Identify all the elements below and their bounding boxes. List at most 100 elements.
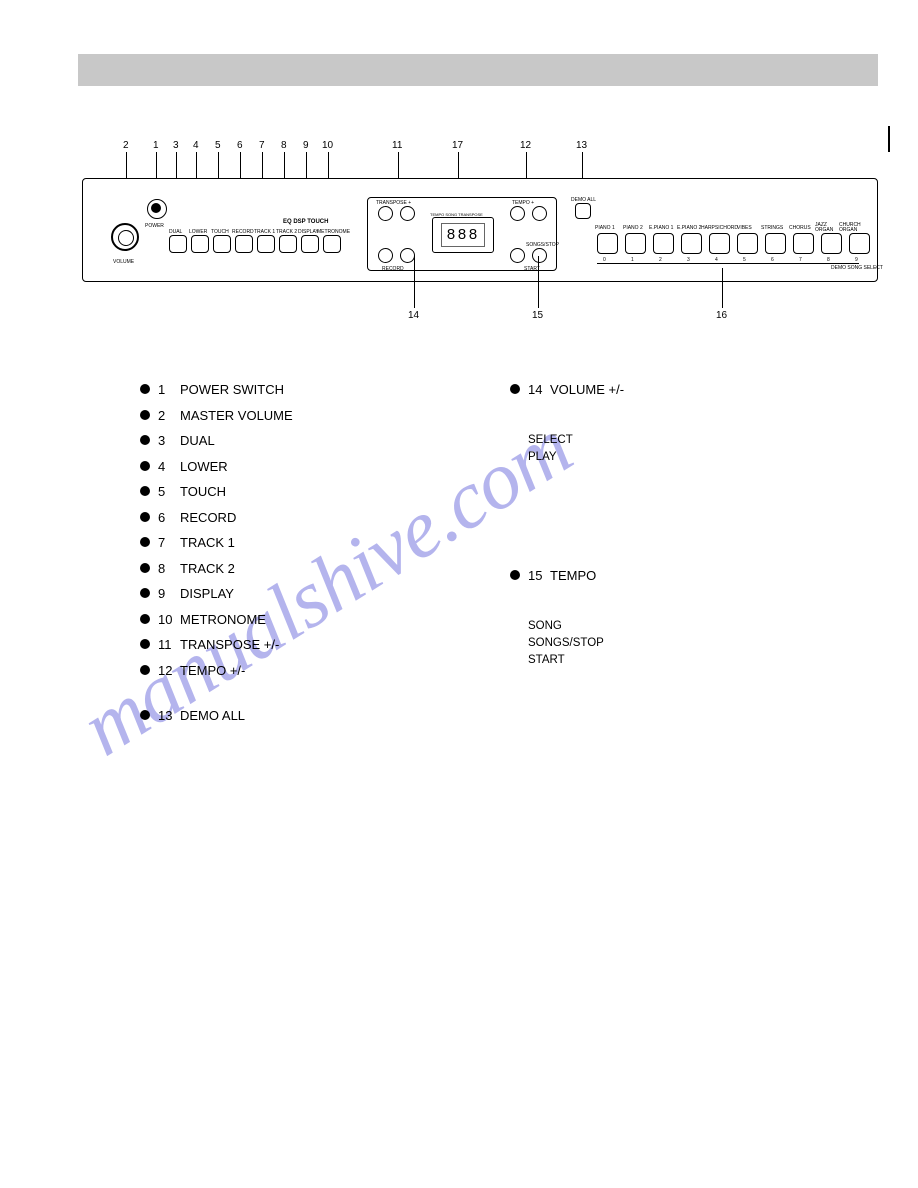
voice-2 (625, 233, 646, 254)
bullet-icon (510, 570, 520, 580)
vn5: 5 (743, 257, 746, 263)
btn-dual (169, 235, 187, 253)
transpose-dn (378, 248, 393, 263)
lbl-record: RECORD (232, 229, 254, 235)
item-5: 5TOUCH (140, 482, 420, 502)
header-bar (78, 54, 878, 86)
bullet-icon (510, 384, 520, 394)
bullet-icon (140, 486, 150, 496)
songs-stop (532, 248, 547, 263)
lcd: 888 (432, 217, 494, 253)
leader-14: 14 (408, 310, 419, 321)
bullet-icon (140, 512, 150, 522)
vn1: 1 (631, 257, 634, 263)
vn7: 7 (799, 257, 802, 263)
item-15: 15TEMPO SONGSONGS/STOPSTART (510, 566, 790, 669)
vlbl-3: E.PIANO 1 (649, 225, 673, 231)
leader-15: 15 (532, 310, 543, 321)
vlbl-1: PIANO 1 (595, 225, 615, 231)
bullet-icon (140, 639, 150, 649)
bullet-icon (140, 537, 150, 547)
lbl-transpose: TRANSPOSE + (376, 200, 411, 206)
lbl-lower: LOWER (189, 229, 207, 235)
item-13: 13DEMO ALL (140, 706, 420, 726)
vn3: 3 (687, 257, 690, 263)
lcd-digits: 888 (441, 223, 485, 247)
panel-outline: VOLUME POWER EQ DSP TOUCH DUAL LOWER TOU… (82, 178, 878, 282)
vol-dn (400, 248, 415, 263)
vn8: 8 (827, 257, 830, 263)
vn4: 4 (715, 257, 718, 263)
lbl-track1: TRACK 1 (254, 229, 275, 235)
voice-10 (849, 233, 870, 254)
btn-track2 (279, 235, 297, 253)
volume-knob (111, 223, 139, 251)
item-12: 12TEMPO +/- (140, 661, 420, 681)
tempo-up (510, 206, 525, 221)
bullet-icon (140, 461, 150, 471)
volume-label: VOLUME (113, 259, 134, 265)
power-button (147, 199, 167, 219)
voice-6 (737, 233, 758, 254)
vlbl-4: E.PIANO 2 (677, 225, 701, 231)
bullet-icon (140, 410, 150, 420)
lbl-mid-rec: RECORD (382, 266, 404, 272)
bullet-icon (140, 614, 150, 624)
vn0: 0 (603, 257, 606, 263)
voice-9 (821, 233, 842, 254)
item-2: 2MASTER VOLUME (140, 406, 420, 426)
item-14: 14VOLUME +/- SELECTPLAY (510, 380, 790, 466)
legend-left: 1POWER SWITCH 2MASTER VOLUME 3DUAL 4LOWE… (140, 380, 420, 732)
lbl-metronome: METRONOME (317, 229, 350, 235)
vol-up (400, 206, 415, 221)
voice-7 (765, 233, 786, 254)
power-label: POWER (145, 223, 164, 229)
item-3: 3DUAL (140, 431, 420, 451)
panel-diagram: 2 1 3 4 5 6 7 8 9 10 11 17 12 13 VOLUME … (82, 140, 878, 330)
lbl-display: DISPLAY (298, 229, 319, 235)
voice-sub-label: DEMO SONG SELECT (831, 265, 883, 271)
vlbl-2: PIANO 2 (623, 225, 643, 231)
voice-1 (597, 233, 618, 254)
tempo-dn (510, 248, 525, 263)
item-10: 10METRONOME (140, 610, 420, 630)
sub-14: SELECTPLAY (528, 432, 790, 467)
item-11: 11TRANSPOSE +/- (140, 635, 420, 655)
voice-4 (681, 233, 702, 254)
vlbl-6: VIBES (737, 225, 752, 231)
btn-track1 (257, 235, 275, 253)
voice-3 (653, 233, 674, 254)
item-4: 4LOWER (140, 457, 420, 477)
lbl-track2: TRACK 2 (276, 229, 297, 235)
center-group: TRANSPOSE + RECORD TEMPO SONG TRANSPOSE … (367, 197, 557, 271)
btn-metronome (323, 235, 341, 253)
btn-touch (213, 235, 231, 253)
track2-r (532, 206, 547, 221)
bullet-icon (140, 665, 150, 675)
lbl-dual: DUAL (169, 229, 182, 235)
vn2: 2 (659, 257, 662, 263)
item-6: 6RECORD (140, 508, 420, 528)
voice-5 (709, 233, 730, 254)
bullet-icon (140, 384, 150, 394)
bullet-icon (140, 710, 150, 720)
lbl-tempo: TEMPO + (512, 200, 534, 206)
eq-dsp-label: EQ DSP TOUCH (283, 219, 328, 225)
bullet-icon (140, 588, 150, 598)
vn6: 6 (771, 257, 774, 263)
vlbl-9: JAZZORGAN (815, 223, 833, 233)
voice-underline (597, 263, 859, 264)
voice-8 (793, 233, 814, 254)
bullet-icon (140, 435, 150, 445)
leader-16: 16 (716, 310, 727, 321)
btn-lower (191, 235, 209, 253)
sub-15: SONGSONGS/STOPSTART (528, 618, 790, 670)
lbl-touch: TOUCH (211, 229, 229, 235)
lbl-songs-stop: SONGS/STOP (526, 242, 559, 248)
transpose-up (378, 206, 393, 221)
btn-display (301, 235, 319, 253)
btn-record (235, 235, 253, 253)
demo-all-btn (575, 203, 591, 219)
bullet-icon (140, 563, 150, 573)
item-9: 9DISPLAY (140, 584, 420, 604)
